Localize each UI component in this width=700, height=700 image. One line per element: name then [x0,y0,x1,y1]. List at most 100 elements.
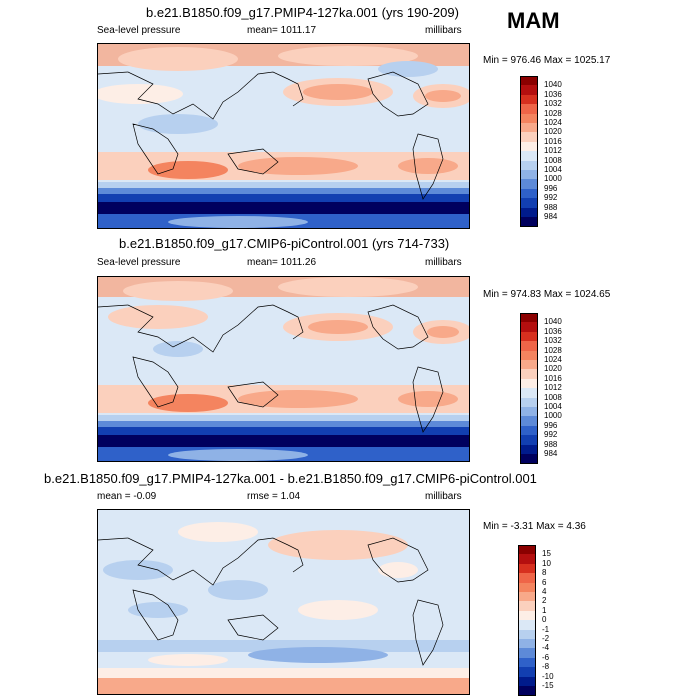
colorbar-label: 2 [542,596,547,606]
colorbar-label: 1024 [544,118,562,127]
colorbar-label: -4 [542,643,550,653]
colorbar-swatch [520,369,538,380]
colorbar-label: -2 [542,634,550,643]
colorbar-swatch [518,545,536,555]
colorbar-swatch [518,601,536,612]
panel-2-map [97,276,470,462]
panel-3-minmax: Min = -3.31 Max = 4.36 [483,521,586,532]
colorbar-swatch [520,313,538,323]
colorbar-label: 1012 [544,146,562,156]
colorbar-label: 996 [544,183,558,193]
colorbar-swatch [520,94,538,105]
colorbar-swatch [518,629,536,640]
colorbar-label: 1012 [544,383,562,393]
panel-2-mean: mean= 1011.26 [247,257,317,268]
panel-1-variable: Sea-level pressure [97,25,181,36]
colorbar-swatch [518,620,536,631]
panel-3-rmse: rmse = 1.04 [247,491,301,502]
colorbar-swatch [520,207,538,218]
panel-2-minmax: Min = 974.83 Max = 1024.65 [483,289,611,300]
colorbar-label: 996 [544,420,558,430]
colorbar-swatch [520,76,538,86]
colorbar-swatch [520,104,538,115]
colorbar-label: -8 [542,662,550,672]
colorbar-label: 1 [542,605,547,615]
colorbar-label: 1032 [544,99,562,109]
colorbar-swatch [520,454,538,464]
panel-1-map [97,43,470,229]
panel-3-mean: mean = -0.09 [97,491,157,502]
panel-1-mean: mean= 1011.17 [247,25,317,36]
colorbar-label: 984 [544,212,558,221]
colorbar-label: 15 [542,549,551,559]
colorbar-label: 1000 [544,411,562,421]
colorbar-label: 992 [544,430,558,440]
colorbar-label: 1016 [544,136,562,146]
colorbar-label: 0 [542,615,547,625]
colorbar-swatch [520,217,538,227]
colorbar-label: -15 [542,681,554,690]
colorbar-swatch [518,610,536,621]
panel-1-colorbar: 1040 1036 1032 1028 1024 1020 1016 1012 1008 1004… [520,76,580,227]
colorbar-label: 1040 [544,80,562,90]
panel-2-colorbar: 1040 1036 1032 1028 1024 1020 1016 1012 1008 1004… [520,313,580,464]
colorbar-swatch [518,667,536,678]
colorbar-label: 8 [542,568,547,578]
colorbar-label: 1004 [544,402,562,411]
panel-3-map [97,509,470,695]
colorbar-swatch [520,132,538,143]
colorbar-label: 1020 [544,127,562,137]
colorbar-label: 1036 [544,326,562,336]
colorbar-label: -6 [542,652,550,662]
colorbar-swatch [520,397,538,408]
colorbar-swatch [520,407,538,417]
colorbar-label: 988 [544,439,558,449]
panel-3-colorbar: 15 10 8 6 4 2 1 0 -1 -2 -4 -6 -8 -10 -15 [518,545,578,696]
colorbar-label: 1036 [544,89,562,99]
colorbar-swatch [520,170,538,180]
colorbar-swatch [520,341,538,352]
colorbar-swatch [518,554,536,565]
colorbar-swatch [520,435,538,446]
panel-3-title: b.e21.B1850.f09_g17.PMIP4-127ka.001 - b.… [44,471,537,486]
colorbar-label: 1032 [544,336,562,346]
colorbar-label: 1016 [544,373,562,383]
colorbar-label: 1040 [544,317,562,327]
colorbar-swatch [520,151,538,162]
colorbar-swatch [520,444,538,455]
colorbar-swatch [520,188,538,199]
colorbar-label: 10 [542,558,551,568]
colorbar-swatch [520,322,538,333]
colorbar-label: 1028 [544,108,562,118]
colorbar-label: 6 [542,577,547,587]
colorbar-label: 1008 [544,392,562,402]
colorbar-swatch [518,563,536,574]
colorbar-label: 988 [544,202,558,212]
panel-2-units: millibars [425,257,462,268]
colorbar-label: 1004 [544,165,562,174]
colorbar-label: 1008 [544,155,562,165]
colorbar-label: 1020 [544,364,562,374]
colorbar-swatch [520,141,538,152]
colorbar-swatch [520,123,538,133]
colorbar-label: -1 [542,624,550,634]
colorbar-label: 1000 [544,174,562,184]
colorbar-label: -10 [542,671,554,681]
colorbar-swatch [518,657,536,668]
colorbar-swatch [520,350,538,361]
panel-2-title: b.e21.B1850.f09_g17.CMIP6-piControl.001 … [119,236,450,251]
colorbar-swatch [520,179,538,190]
colorbar-swatch [518,648,536,659]
panel-1-minmax: Min = 976.46 Max = 1025.17 [483,55,611,66]
colorbar-swatch [518,686,536,696]
colorbar-swatch [518,582,536,593]
colorbar-swatch [520,113,538,124]
colorbar-label: 1024 [544,355,562,364]
colorbar-swatch [520,416,538,427]
colorbar-swatch [518,639,536,649]
colorbar-swatch [520,331,538,342]
colorbar-swatch [520,85,538,96]
panel-1-title: b.e21.B1850.f09_g17.PMIP4-127ka.001 (yrs… [146,5,459,20]
colorbar-swatch [520,378,538,389]
panel-1-units: millibars [425,25,462,36]
